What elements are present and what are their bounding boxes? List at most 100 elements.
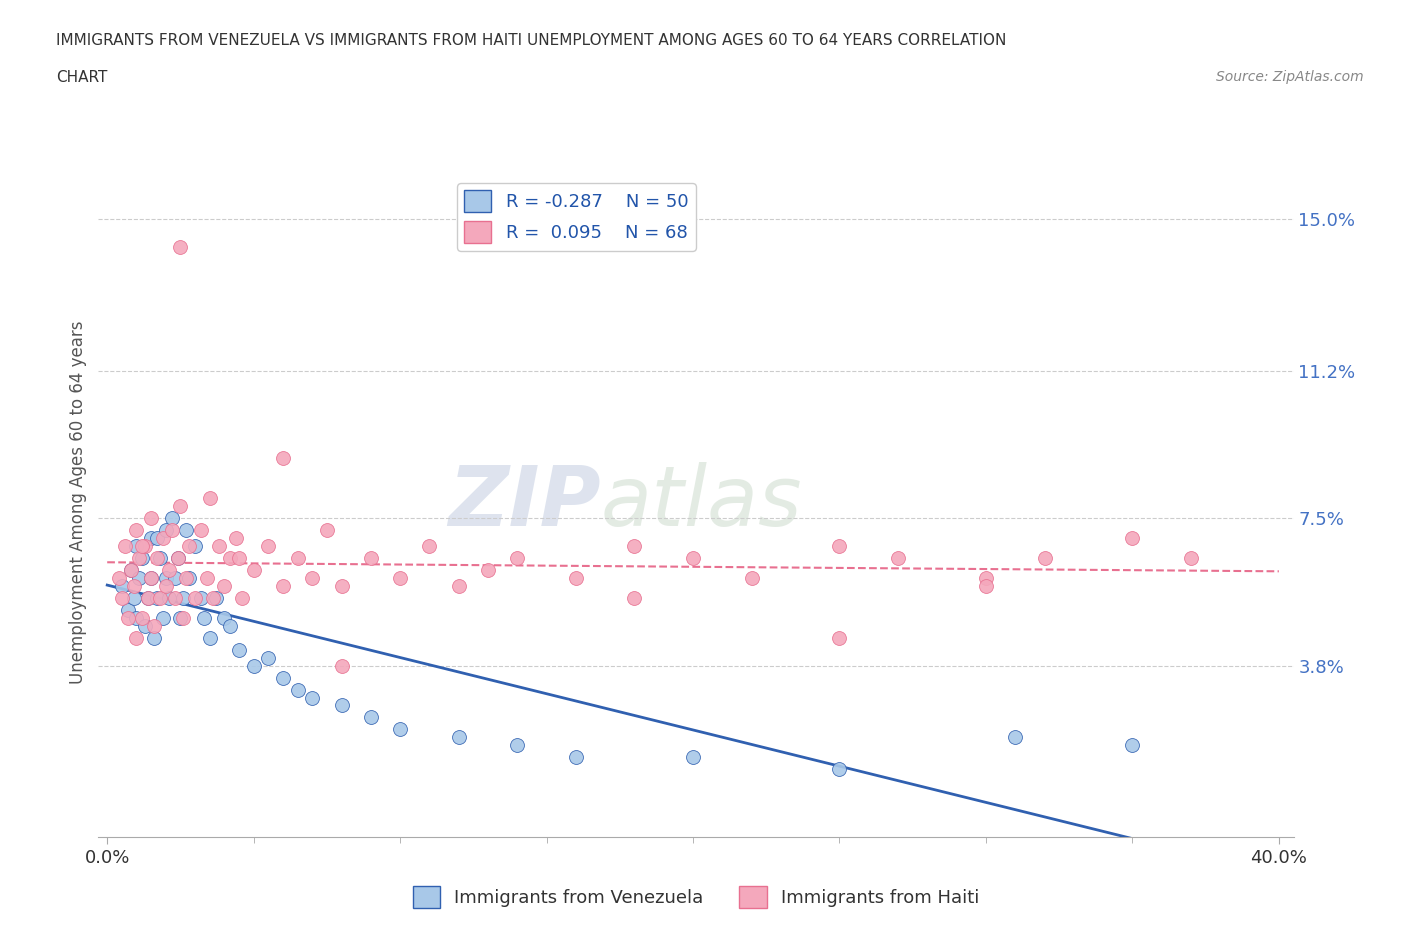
Point — [152, 531, 174, 546]
Point — [201, 591, 224, 605]
Point — [125, 523, 148, 538]
Point — [117, 610, 139, 625]
Text: IMMIGRANTS FROM VENEZUELA VS IMMIGRANTS FROM HAITI UNEMPLOYMENT AMONG AGES 60 TO: IMMIGRANTS FROM VENEZUELA VS IMMIGRANTS … — [56, 33, 1007, 47]
Point — [174, 523, 197, 538]
Text: ZIP: ZIP — [447, 461, 600, 543]
Point — [111, 591, 134, 605]
Point — [219, 618, 242, 633]
Point — [193, 610, 215, 625]
Point — [141, 531, 162, 546]
Point — [172, 610, 194, 625]
Point — [143, 618, 166, 633]
Point — [125, 538, 148, 553]
Text: CHART: CHART — [56, 70, 108, 85]
Point — [271, 451, 294, 466]
Point — [974, 570, 997, 585]
Point — [447, 578, 470, 593]
Point — [477, 563, 499, 578]
Point — [1180, 551, 1202, 565]
Point — [887, 551, 910, 565]
Point — [682, 551, 704, 565]
Y-axis label: Unemployment Among Ages 60 to 64 years: Unemployment Among Ages 60 to 64 years — [69, 321, 87, 684]
Point — [152, 610, 174, 625]
Point — [122, 591, 145, 605]
Point — [163, 591, 186, 605]
Point — [271, 578, 294, 593]
Point — [134, 538, 156, 553]
Point — [565, 570, 588, 585]
Point — [828, 538, 851, 553]
Point — [146, 551, 169, 565]
Point — [225, 531, 247, 546]
Point — [828, 631, 851, 645]
Point — [190, 523, 212, 538]
Point — [143, 631, 166, 645]
Point — [828, 762, 851, 777]
Point — [330, 578, 353, 593]
Point — [623, 591, 645, 605]
Point — [682, 750, 704, 764]
Point — [136, 591, 159, 605]
Point — [360, 551, 382, 565]
Point — [1033, 551, 1056, 565]
Point — [190, 591, 212, 605]
Point — [125, 610, 148, 625]
Point — [1121, 737, 1143, 752]
Point — [184, 538, 207, 553]
Point — [198, 631, 221, 645]
Point — [141, 511, 162, 525]
Point — [120, 563, 142, 578]
Point — [506, 551, 529, 565]
Point — [146, 531, 169, 546]
Point — [136, 591, 159, 605]
Point — [146, 591, 169, 605]
Point — [122, 578, 145, 593]
Point — [228, 551, 250, 565]
Point — [179, 570, 201, 585]
Point — [207, 538, 229, 553]
Point — [166, 551, 188, 565]
Point — [120, 563, 142, 578]
Point — [287, 551, 309, 565]
Point — [242, 658, 264, 673]
Point — [271, 671, 294, 685]
Point — [228, 643, 250, 658]
Point — [134, 618, 156, 633]
Point — [219, 551, 242, 565]
Point — [257, 650, 280, 665]
Point — [360, 710, 382, 724]
Point — [114, 538, 136, 553]
Point — [160, 511, 183, 525]
Point — [131, 538, 153, 553]
Point — [330, 658, 353, 673]
Point — [214, 578, 236, 593]
Point — [131, 551, 153, 565]
Point — [131, 610, 153, 625]
Point — [160, 523, 183, 538]
Point — [1004, 730, 1026, 745]
Point — [108, 570, 131, 585]
Point — [287, 682, 309, 697]
Point — [163, 570, 186, 585]
Point — [157, 563, 180, 578]
Point — [169, 498, 191, 513]
Point — [447, 730, 470, 745]
Text: Source: ZipAtlas.com: Source: ZipAtlas.com — [1216, 70, 1364, 84]
Point — [172, 591, 194, 605]
Point — [389, 570, 412, 585]
Point — [195, 570, 218, 585]
Point — [111, 578, 134, 593]
Point — [301, 690, 323, 705]
Point — [418, 538, 440, 553]
Point — [1121, 531, 1143, 546]
Point — [169, 610, 191, 625]
Point — [242, 563, 264, 578]
Point — [974, 578, 997, 593]
Point — [157, 591, 180, 605]
Point — [184, 591, 207, 605]
Point — [149, 591, 172, 605]
Point — [174, 570, 197, 585]
Legend: Immigrants from Venezuela, Immigrants from Haiti: Immigrants from Venezuela, Immigrants fr… — [405, 879, 987, 915]
Point — [204, 591, 226, 605]
Point — [231, 591, 253, 605]
